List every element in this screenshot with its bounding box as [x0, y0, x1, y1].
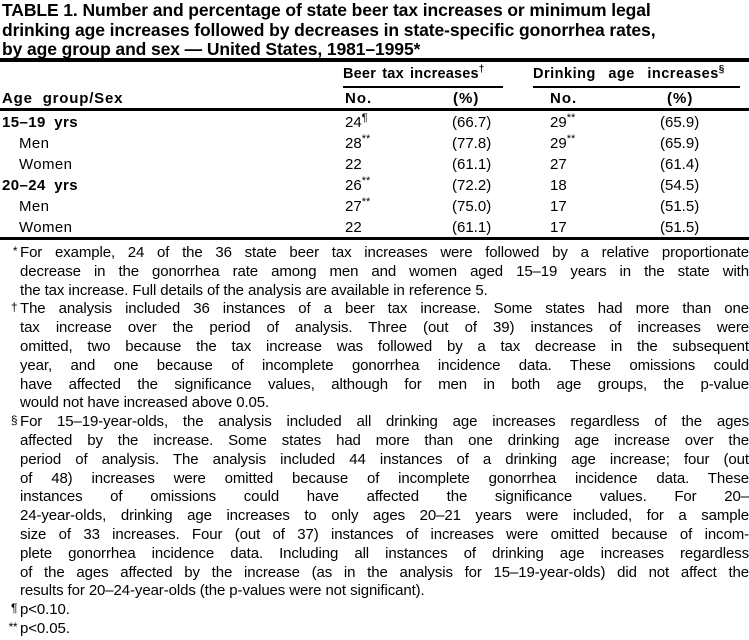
cell-age-group: 20–24 yrs [2, 177, 79, 194]
footnote-line: decrease in the gonorrhea rate among men… [20, 262, 749, 280]
cell-sex: Men [19, 198, 50, 215]
footnote-line: For 15–19-year-olds, the analysis includ… [20, 413, 749, 431]
footnote-marker: † [10, 300, 18, 315]
table-title: TABLE 1. Number and percentage of state … [2, 0, 749, 60]
cell-drink-pct: (65.9) [660, 114, 700, 131]
footnote-section: § For 15–19-year-olds, the analysis incl… [0, 413, 749, 601]
table-title-line: TABLE 1. Number and percentage of state … [2, 0, 651, 20]
significance-marker: ** [566, 133, 576, 145]
footnote-line: plete gonorrhea incidence data. Includin… [20, 544, 749, 562]
footnote-line: tax increase over the period of analysis… [20, 319, 749, 337]
column-group-drinking-age: Drinking age increases§ [533, 64, 740, 88]
column-group-drink-label: Drinking age increases [533, 66, 719, 82]
cell-beer-pct: (61.1) [452, 156, 492, 173]
table-row: Women 22 (61.1) 17 (51.5) [0, 217, 749, 238]
cell-sex: Women [19, 219, 73, 236]
cell-sex: Women [19, 156, 73, 173]
footnote-line: affected by the increase. Some states ha… [20, 431, 749, 449]
header-age-group-sex: Age group/Sex [2, 90, 124, 107]
footnote-line: of 48) increases were omitted because of… [20, 469, 749, 487]
footnote-line: of the ages affected by the increase (as… [20, 563, 749, 581]
footnote-line: instances of omissions could have affect… [20, 488, 749, 506]
cell-drink-no: 27 [550, 156, 567, 173]
cell-drink-pct: (61.4) [660, 156, 700, 173]
cell-age-group: 15–19 yrs [2, 114, 79, 131]
column-group-header-row: Beer tax increases† Drinking age increas… [0, 64, 749, 88]
header-beer-no: No. [345, 90, 373, 107]
footnote-line: size of 33 increases. Four (out of 37) i… [20, 525, 749, 543]
header-drink-pct: (%) [667, 90, 694, 107]
cell-beer-no: 28** [345, 133, 371, 153]
footnote-line: period of analysis. The analysis include… [20, 450, 749, 468]
header-divider-rule [0, 108, 749, 111]
table-row: 20–24 yrs 26** (72.2) 18 (54.5) [0, 175, 749, 196]
footnote-line: For example, 24 of the 36 state beer tax… [20, 244, 749, 261]
footnote-marker: ** [8, 619, 18, 634]
cell-beer-no: 22 [345, 156, 362, 173]
table-row: Men 28** (77.8) 29** (65.9) [0, 133, 749, 154]
significance-marker: ** [361, 133, 371, 145]
footnote-marker: * [12, 244, 18, 258]
table-title-line: drinking age increases followed by decre… [2, 19, 656, 40]
table-row: 15–19 yrs 24¶ (66.7) 29** (65.9) [0, 112, 749, 133]
table-bottom-rule [0, 237, 749, 240]
title-divider-rule [0, 58, 749, 62]
cell-sex: Men [19, 135, 50, 152]
cell-beer-no: 26** [345, 175, 371, 195]
cell-beer-pct: (72.2) [452, 177, 492, 194]
footnote-asterisk: * For example, 24 of the 36 state beer t… [0, 244, 749, 300]
cell-beer-no: 24¶ [345, 112, 368, 132]
cell-drink-pct: (51.5) [660, 198, 700, 215]
footnote-marker: ¶ [11, 601, 17, 616]
column-group-beer-tax: Beer tax increases† [343, 64, 503, 88]
footnote-line: The analysis included 36 instances of a … [20, 300, 749, 318]
header-beer-pct: (%) [453, 90, 480, 107]
significance-marker: ** [361, 196, 371, 208]
footnote-line: would not have increased above 0.05. [20, 394, 270, 412]
table-body: 15–19 yrs 24¶ (66.7) 29** (65.9) Men 28*… [0, 112, 749, 238]
footnote-dagger: † The analysis included 36 instances of … [0, 300, 749, 413]
cell-beer-no: 27** [345, 196, 371, 216]
cell-drink-no: 18 [550, 177, 567, 194]
footnote-double-asterisk: ** p<0.05. [0, 620, 749, 639]
section-footnote-marker: § [718, 64, 725, 76]
cell-beer-pct: (77.8) [452, 135, 492, 152]
cell-drink-no: 17 [550, 219, 567, 236]
cell-drink-pct: (65.9) [660, 135, 700, 152]
significance-marker: ¶ [361, 112, 368, 124]
column-header-row: Age group/Sex No. (%) No. (%) [0, 90, 749, 108]
table-row: Women 22 (61.1) 27 (61.4) [0, 154, 749, 175]
dagger-footnote-marker: † [478, 64, 485, 76]
cell-beer-pct: (66.7) [452, 114, 492, 131]
cell-beer-pct: (61.1) [452, 219, 492, 236]
cell-drink-pct: (54.5) [660, 177, 700, 194]
significance-marker: ** [566, 112, 576, 124]
footnotes: * For example, 24 of the 36 state beer t… [0, 244, 749, 639]
cell-drink-no: 29** [550, 133, 576, 153]
table-row: Men 27** (75.0) 17 (51.5) [0, 196, 749, 217]
cell-drink-pct: (51.5) [660, 219, 700, 236]
footnote-line: have affected the significance values, a… [20, 375, 749, 393]
table-title-line: by age group and sex — United States, 19… [2, 39, 421, 59]
significance-marker: ** [361, 175, 371, 187]
footnote-line: year, and one because of incomplete gono… [20, 356, 749, 374]
footnote-line: omitted, two because the tax increase wa… [20, 337, 749, 355]
footnote-pilcrow: ¶ p<0.10. [0, 601, 749, 620]
column-group-beer-label: Beer tax increases [343, 66, 479, 82]
footnote-line: p<0.10. [20, 601, 70, 619]
cell-beer-no: 22 [345, 219, 362, 236]
cell-drink-no: 17 [550, 198, 567, 215]
footnote-line: the tax increase. Full details of the an… [20, 281, 488, 299]
footnote-line: p<0.05. [20, 619, 70, 637]
footnote-line: 24-year-olds, drinking age increases to … [20, 507, 749, 525]
footnote-line: results for 20–24-year-olds (the p-value… [20, 582, 425, 600]
header-drink-no: No. [550, 90, 578, 107]
footnote-marker: § [10, 413, 18, 428]
cell-beer-pct: (75.0) [452, 198, 492, 215]
cell-drink-no: 29** [550, 112, 576, 132]
